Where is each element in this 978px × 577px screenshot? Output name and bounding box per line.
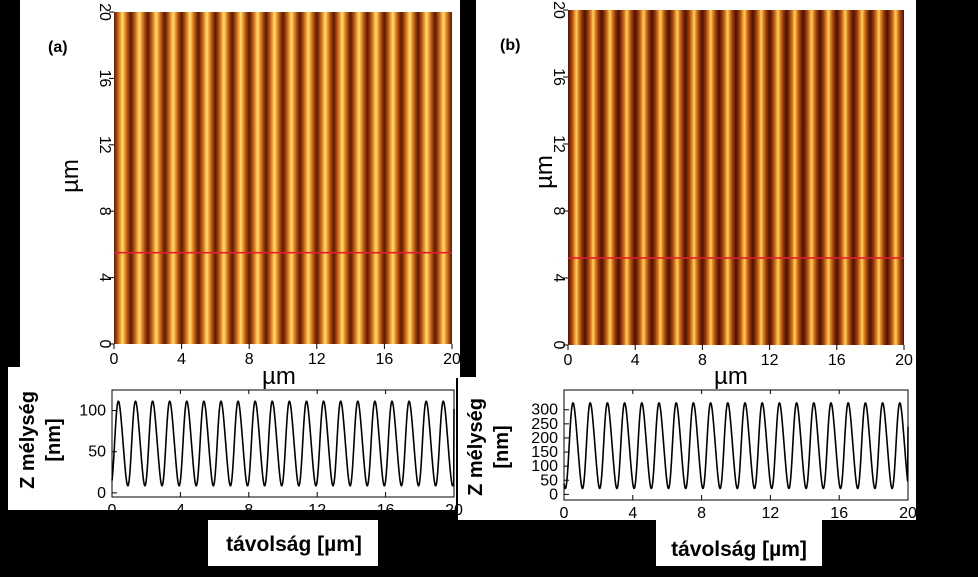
- y-tick-label: 0: [97, 485, 106, 502]
- y-tick-label: 300: [531, 402, 558, 419]
- afm-stripe-image: [568, 10, 904, 345]
- map-b-xlabel: µm: [714, 363, 748, 390]
- x-tick-label: 12: [308, 502, 326, 519]
- y-tick-label: 8: [96, 207, 113, 216]
- y-tick-label: 100: [531, 458, 558, 475]
- y-tick-label: 20: [550, 1, 567, 19]
- profile-b-xlabel-background: [656, 520, 822, 566]
- x-tick-label: 8: [244, 502, 253, 519]
- x-tick-label: 4: [631, 352, 640, 369]
- map-a-xlabel: µm: [262, 363, 296, 390]
- map-b-ylabel: µm: [531, 155, 558, 189]
- profile-a-ylabel-top: Z mélység: [17, 391, 39, 489]
- y-tick-label: 200: [531, 430, 558, 447]
- y-tick-label: 50: [88, 444, 106, 461]
- profile-b-ylabel-bottom: [nm]: [491, 425, 513, 468]
- profile-a-xlabel: távolság [µm]: [226, 533, 362, 556]
- x-tick-label: 12: [308, 351, 326, 368]
- y-tick-label: 0: [549, 486, 558, 503]
- profile-a: 0 4 8 12 16 20 0 50 100: [79, 389, 463, 519]
- afm-map-b-axes: 0 4 8 12 16 20 0 4 8 12 16 20: [550, 1, 913, 369]
- y-tick-label: 50: [540, 472, 558, 489]
- x-tick-label: 16: [376, 351, 394, 368]
- x-tick-label: 0: [564, 352, 573, 369]
- x-tick-label: 16: [377, 502, 395, 519]
- profile-series-line: [111, 400, 455, 487]
- afm-stripe-image: [114, 12, 452, 344]
- x-tick-label: 20: [899, 505, 917, 522]
- profile-series-line: [563, 402, 909, 490]
- panel-b-label: (b): [500, 37, 520, 54]
- y-tick-label: 0: [550, 341, 567, 350]
- x-tick-label: 4: [628, 505, 637, 522]
- x-tick-label: 8: [698, 352, 707, 369]
- map-a-ylabel: µm: [57, 159, 84, 193]
- profile-a-ylabel-bottom: [nm]: [43, 418, 65, 461]
- profile-b-xlabel: távolság [µm]: [671, 538, 807, 561]
- y-tick-label: 150: [531, 444, 558, 461]
- y-tick-label: 250: [531, 416, 558, 433]
- x-tick-label: 12: [761, 352, 779, 369]
- panel-a-label: (a): [48, 39, 68, 56]
- x-tick-label: 20: [443, 351, 461, 368]
- y-tick-label: 8: [550, 207, 567, 216]
- x-tick-label: 16: [828, 352, 846, 369]
- x-tick-label: 12: [762, 505, 780, 522]
- profile-a-xlabel-background: [208, 520, 378, 566]
- x-tick-label: 0: [110, 351, 119, 368]
- x-tick-label: 8: [697, 505, 706, 522]
- y-tick-label: 0: [96, 340, 113, 349]
- x-tick-label: 8: [245, 351, 254, 368]
- x-tick-label: 20: [895, 352, 913, 369]
- y-tick-label: 4: [550, 274, 567, 283]
- y-tick-label: 4: [96, 273, 113, 282]
- x-tick-label: 4: [177, 351, 186, 368]
- y-tick-label: 16: [550, 68, 567, 86]
- x-tick-label: 20: [445, 502, 463, 519]
- y-tick-label: 12: [96, 136, 113, 154]
- y-tick-label: 100: [79, 403, 106, 420]
- afm-map-a: [114, 12, 452, 344]
- afm-map-a-axes: 0 4 8 12 16 20 0 4 8 12 16 20: [96, 3, 461, 368]
- x-tick-label: 0: [108, 502, 117, 519]
- y-tick-label: 20: [96, 3, 113, 21]
- y-tick-label: 16: [96, 70, 113, 88]
- y-tick-label: 12: [550, 135, 567, 153]
- afm-map-b: [568, 10, 904, 345]
- x-tick-label: 16: [830, 505, 848, 522]
- profile-b-ylabel-top: Z mélység: [465, 398, 487, 496]
- x-tick-label: 4: [176, 502, 185, 519]
- x-tick-label: 0: [560, 505, 569, 522]
